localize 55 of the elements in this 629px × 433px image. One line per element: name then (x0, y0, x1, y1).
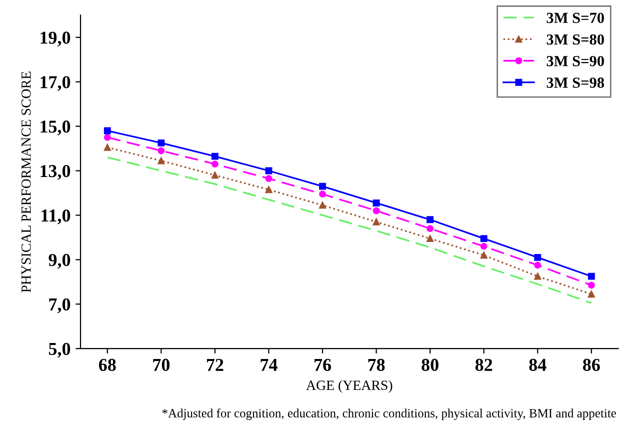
point (480, 252, 488, 259)
x-tick-label: 78 (368, 358, 385, 371)
text: *Adjusted for cognition, education, chronic conditions, physical activity, BMI and appetite (162, 408, 616, 420)
point (480, 235, 488, 242)
point (265, 175, 272, 182)
point (158, 147, 165, 154)
x-tick-label: 86 (582, 358, 600, 371)
x-axis-title: AGE (YEARS) (306, 380, 392, 393)
point (158, 139, 165, 146)
x-tick-label: 72 (206, 358, 224, 371)
y-tick-label: 17,0 (40, 76, 70, 91)
y-tick-label: 13,0 (40, 165, 70, 180)
x-tick-label: 68 (98, 358, 116, 371)
y-tick-label: 5,0 (48, 342, 70, 358)
point (588, 290, 595, 298)
point (480, 242, 488, 250)
point (211, 160, 218, 168)
y-axis-title: PHYSICAL PERFORMANCE SCORE (21, 72, 31, 292)
point (211, 172, 218, 179)
point (588, 272, 595, 280)
point (319, 182, 326, 190)
point (534, 254, 542, 261)
y-tick-label: 11,0 (42, 209, 70, 224)
point (104, 127, 111, 134)
point (319, 202, 326, 209)
point (265, 167, 272, 174)
x-tick-label: 74 (260, 358, 278, 371)
legend-label: 3M S=80 (546, 34, 604, 45)
legend-label: 3M S=70 (546, 12, 604, 24)
point (426, 216, 434, 224)
point (534, 262, 542, 269)
point (158, 157, 165, 164)
x-tick-label: 84 (529, 358, 546, 371)
point (372, 200, 380, 206)
point (104, 144, 111, 151)
y-tick-label: 19,0 (40, 32, 70, 46)
x-tick-label: 82 (475, 358, 492, 371)
x-tick-label: 80 (422, 358, 438, 371)
point (588, 282, 595, 289)
x-tick-label: 76 (314, 358, 332, 371)
y-tick-label: 9,0 (48, 254, 70, 269)
point (426, 225, 434, 232)
point (426, 235, 434, 242)
point (372, 207, 380, 214)
point (319, 190, 326, 198)
point (534, 272, 542, 280)
point (104, 134, 111, 141)
point (211, 152, 218, 160)
legend-label: 3M S=90 (546, 56, 604, 66)
point (372, 218, 380, 226)
legend-label: 3M S=98 (546, 78, 604, 88)
y-tick-label: 7,0 (49, 298, 70, 314)
point (265, 186, 272, 194)
y-tick-label: 15,0 (40, 120, 70, 136)
x-tick-label: 70 (153, 358, 170, 371)
